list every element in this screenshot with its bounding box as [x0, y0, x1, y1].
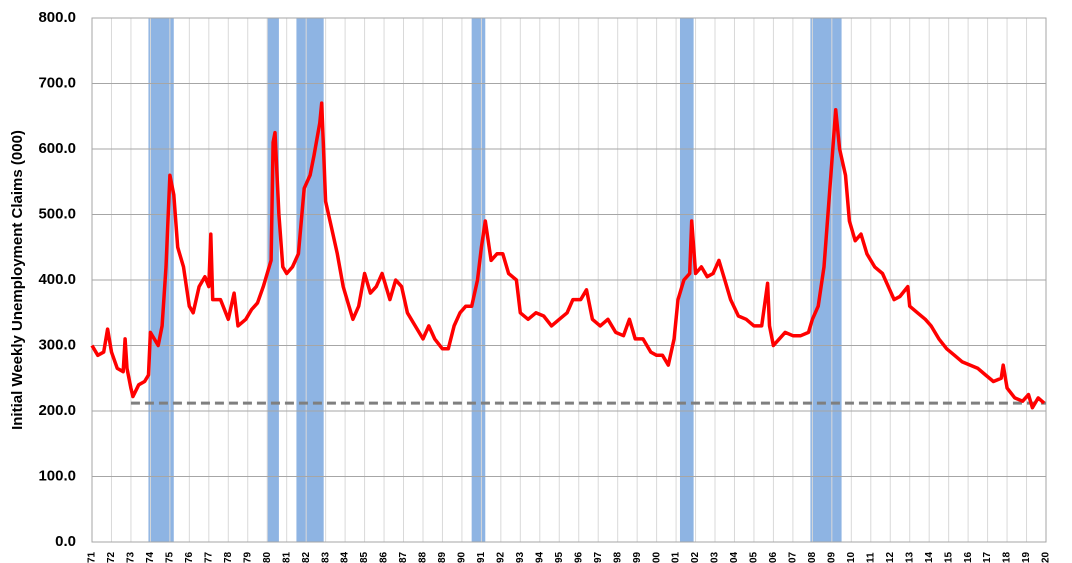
x-tick-label: 15: [943, 551, 954, 563]
x-tick-label: 01: [671, 551, 682, 563]
x-tick-label: 11: [865, 552, 876, 563]
x-tick-label: 95: [554, 551, 565, 563]
x-tick-label: 75: [165, 551, 176, 563]
x-tick-label: 00: [651, 551, 662, 563]
x-tick-label: 87: [398, 551, 409, 563]
x-tick-label: 09: [826, 551, 837, 563]
y-tick-label: 0.0: [55, 533, 76, 550]
x-tick-label: 17: [982, 551, 993, 563]
x-tick-label: 14: [924, 551, 935, 563]
x-tick-label: 73: [126, 551, 137, 563]
x-tick-label: 06: [768, 551, 779, 563]
x-tick-label: 81: [281, 551, 292, 563]
x-tick-label: 16: [963, 551, 974, 563]
x-tick-label: 08: [807, 551, 818, 563]
x-tick-label: 18: [1002, 551, 1013, 563]
x-tick-label: 74: [145, 551, 156, 563]
x-tick-label: 84: [340, 551, 351, 563]
x-tick-label: 10: [846, 551, 857, 563]
x-tick-label: 85: [359, 551, 370, 563]
x-tick-label: 05: [749, 551, 760, 563]
x-tick-label: 82: [301, 551, 312, 563]
y-tick-label: 700.0: [38, 74, 76, 91]
x-tick-label: 86: [379, 551, 390, 563]
x-tick-label: 80: [262, 551, 273, 563]
x-tick-label: 02: [690, 551, 701, 563]
x-tick-label: 04: [729, 551, 740, 563]
x-tick-label: 76: [184, 551, 195, 563]
x-tick-label: 83: [320, 551, 331, 563]
y-tick-label: 300.0: [38, 336, 76, 353]
x-tick-label: 88: [418, 551, 429, 563]
x-tick-label: 13: [904, 551, 915, 563]
x-tick-label: 98: [612, 551, 623, 563]
data-line: [90, 101, 1046, 410]
x-tick-label: 19: [1021, 551, 1032, 563]
x-tick-label: 92: [495, 551, 506, 563]
x-tick-label: 94: [534, 551, 545, 563]
y-tick-label: 200.0: [38, 402, 76, 419]
x-tick-label: 91: [476, 551, 487, 563]
y-tick-label: 600.0: [38, 140, 76, 157]
x-tick-label: 72: [106, 551, 117, 563]
x-tick-label: 07: [788, 551, 799, 563]
x-tick-label: 99: [632, 551, 643, 563]
x-tick-label: 71: [87, 551, 98, 563]
y-tick-label: 800.0: [38, 9, 76, 26]
x-tick-label: 90: [457, 551, 468, 563]
x-tick-label: 03: [710, 551, 721, 563]
x-tick-label: 96: [573, 551, 584, 563]
x-tick-label: 77: [203, 551, 214, 563]
x-tick-label: 89: [437, 551, 448, 563]
x-tick-label: 12: [885, 551, 896, 563]
plot-frame: [91, 17, 1047, 543]
x-tick-label: 20: [1041, 551, 1052, 563]
x-tick-label: 78: [223, 551, 234, 563]
y-tick-label: 400.0: [38, 271, 76, 288]
y-tick-label: 100.0: [38, 467, 76, 484]
x-tick-label: 93: [515, 551, 526, 563]
y-tick-label: 500.0: [38, 205, 76, 222]
y-axis-label: Initial Weekly Unemployment Claims (000): [9, 130, 26, 430]
x-tick-label: 97: [593, 551, 604, 563]
x-tick-label: 79: [242, 551, 253, 563]
